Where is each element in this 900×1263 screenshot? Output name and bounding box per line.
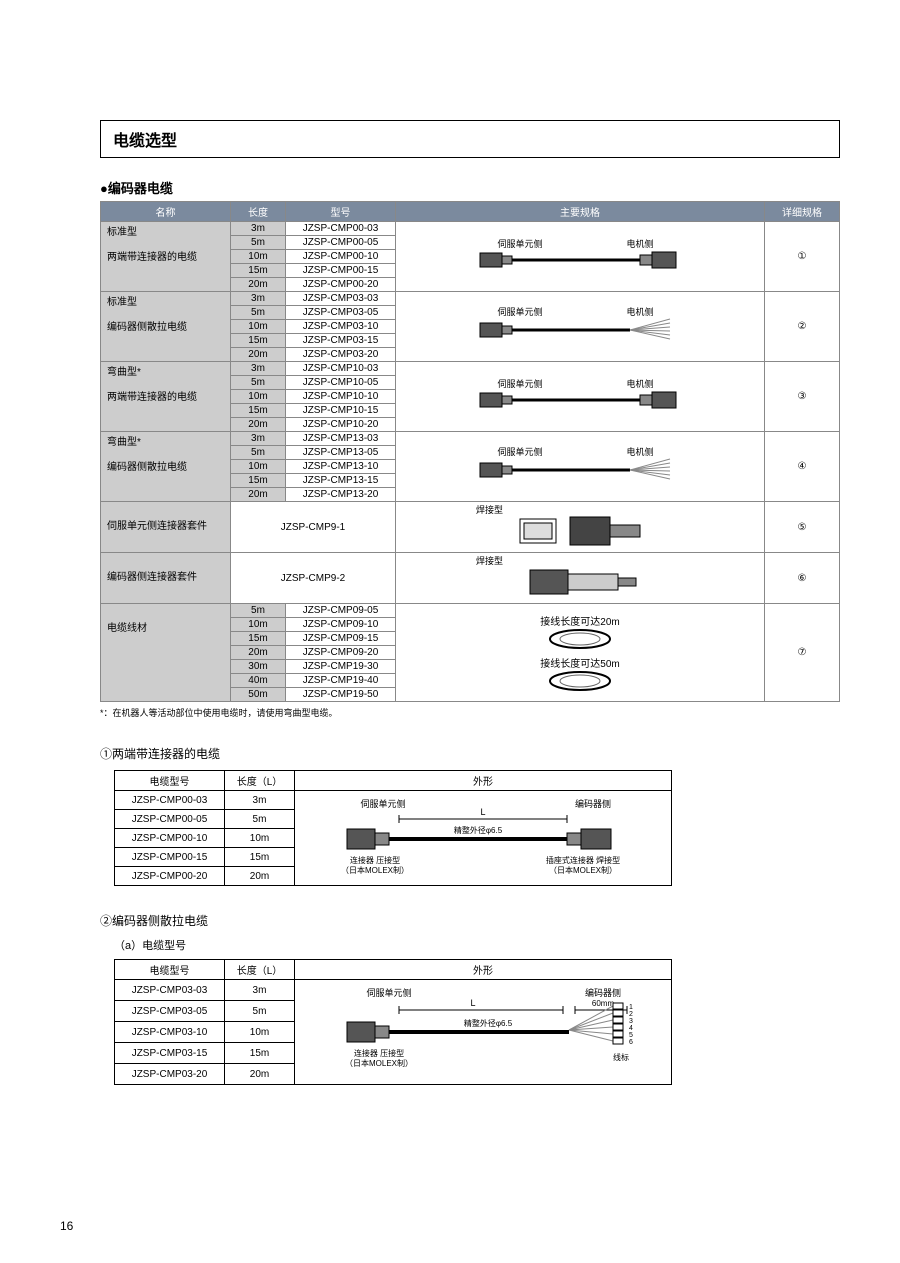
svg-text:编码器侧: 编码器侧 xyxy=(575,798,611,809)
section3-subheading: （a）电缆型号 xyxy=(114,937,840,953)
svg-text:伺服单元侧: 伺服单元侧 xyxy=(366,987,411,998)
svg-text:精整外径φ6.5: 精整外径φ6.5 xyxy=(454,825,503,835)
encoder-cable-table: 名称 长度 型号 主要规格 详细规格 标准型两端带连接器的电缆3mJZSP-CM… xyxy=(100,201,840,702)
svg-text:编码器侧: 编码器侧 xyxy=(585,987,621,998)
page-title: 电缆选型 xyxy=(100,120,840,158)
svg-text:（日本MOLEX制）: （日本MOLEX制） xyxy=(549,865,617,875)
svg-text:插座式连接器 焊接型: 插座式连接器 焊接型 xyxy=(546,855,620,865)
svg-text:伺服单元侧: 伺服单元侧 xyxy=(360,798,405,809)
svg-text:L: L xyxy=(470,998,475,1008)
svg-text:3: 3 xyxy=(629,1018,633,1025)
section-heading: ●编码器电缆 xyxy=(100,178,840,197)
svg-text:电机侧: 电机侧 xyxy=(626,378,653,389)
svg-text:连接器 压接型: 连接器 压接型 xyxy=(350,855,400,865)
svg-text:2: 2 xyxy=(629,1011,633,1018)
page-number: 16 xyxy=(60,1219,73,1233)
svg-text:精整外径φ6.5: 精整外径φ6.5 xyxy=(464,1018,513,1028)
svg-text:电机侧: 电机侧 xyxy=(626,306,653,317)
svg-text:连接器 压接型: 连接器 压接型 xyxy=(354,1048,404,1058)
svg-text:5: 5 xyxy=(629,1032,633,1039)
svg-text:伺服单元侧: 伺服单元侧 xyxy=(497,238,542,249)
svg-text:电机侧: 电机侧 xyxy=(626,238,653,249)
footnote: *：在机器人等活动部位中使用电缆时，请使用弯曲型电缆。 xyxy=(100,706,840,719)
section2-heading: ①两端带连接器的电缆 xyxy=(100,745,840,762)
svg-text:伺服单元侧: 伺服单元侧 xyxy=(497,306,542,317)
svg-text:伺服单元侧: 伺服单元侧 xyxy=(497,378,542,389)
svg-text:（日本MOLEX制）: （日本MOLEX制） xyxy=(341,865,409,875)
svg-text:焊接型: 焊接型 xyxy=(476,555,503,566)
svg-text:6: 6 xyxy=(629,1039,633,1046)
section3-table: 电缆型号 长度（L） 外形 JZSP-CMP03-033m 伺服单元侧 编码器侧… xyxy=(114,959,672,1085)
svg-text:L: L xyxy=(480,807,485,817)
svg-text:1: 1 xyxy=(629,1004,633,1011)
svg-text:线标: 线标 xyxy=(613,1052,629,1062)
svg-text:接线长度可达20m: 接线长度可达20m xyxy=(540,615,619,628)
svg-text:伺服单元侧: 伺服单元侧 xyxy=(497,446,542,457)
svg-text:接线长度可达50m: 接线长度可达50m xyxy=(540,657,619,670)
section2-table: 电缆型号 长度（L） 外形 JZSP-CMP00-033m 伺服单元侧 编码器侧… xyxy=(114,770,672,886)
svg-text:焊接型: 焊接型 xyxy=(476,504,503,515)
svg-text:（日本MOLEX制）: （日本MOLEX制） xyxy=(345,1058,413,1068)
svg-text:电机侧: 电机侧 xyxy=(626,446,653,457)
svg-text:4: 4 xyxy=(629,1025,633,1032)
section3-heading: ②编码器侧散拉电缆 xyxy=(100,912,840,929)
